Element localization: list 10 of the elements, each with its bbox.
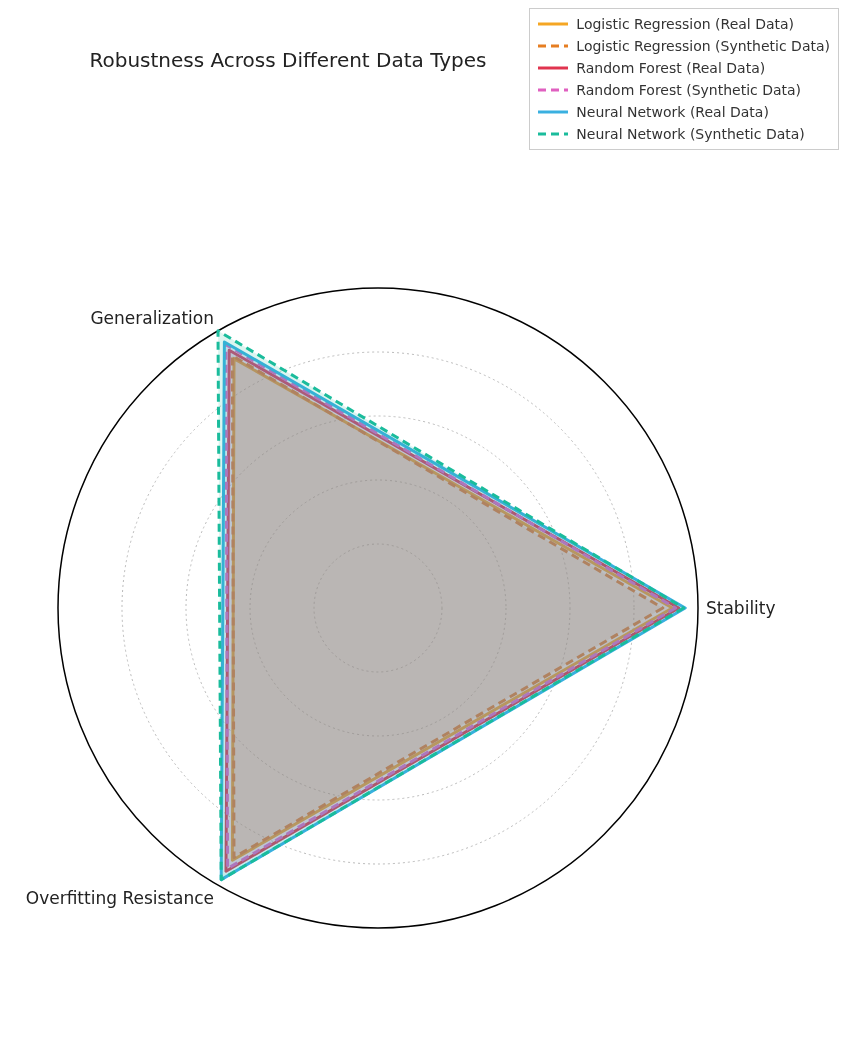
legend-label: Random Forest (Synthetic Data) bbox=[576, 82, 802, 98]
legend-label: Logistic Regression (Synthetic Data) bbox=[576, 38, 830, 54]
spoke-label: Stability bbox=[706, 598, 776, 619]
spoke-label: Overfitting Resistance bbox=[25, 888, 214, 909]
text: Robustness Across Different Data Types bbox=[88, 48, 488, 72]
legend-label: Neural Network (Real Data) bbox=[576, 104, 769, 120]
legend-label: Logistic Regression (Real Data) bbox=[576, 16, 795, 32]
legend-label: Random Forest (Real Data) bbox=[576, 60, 766, 76]
legend-label: Neural Network (Synthetic Data) bbox=[576, 126, 805, 142]
spoke-label: Generalization bbox=[90, 307, 214, 328]
